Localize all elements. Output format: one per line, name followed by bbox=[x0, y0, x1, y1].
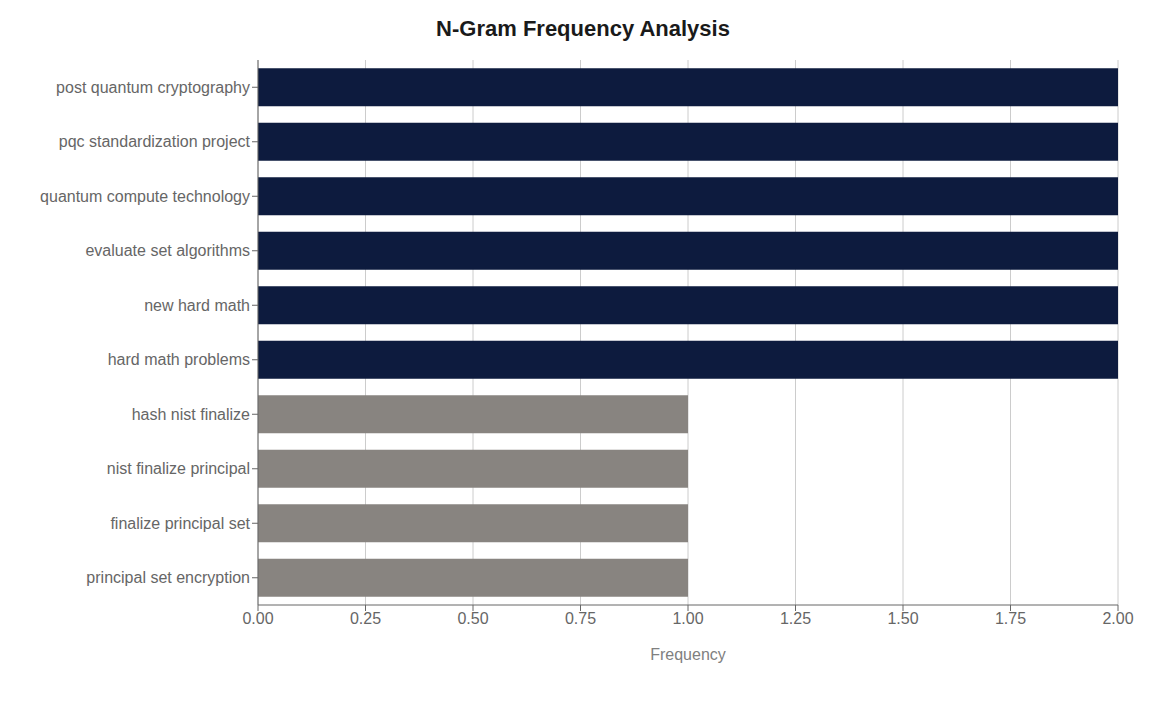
svg-text:0.50: 0.50 bbox=[457, 610, 488, 627]
svg-text:1.50: 1.50 bbox=[887, 610, 918, 627]
svg-text:evaluate set algorithms: evaluate set algorithms bbox=[85, 242, 250, 259]
svg-text:1.75: 1.75 bbox=[995, 610, 1026, 627]
svg-text:pqc standardization project: pqc standardization project bbox=[59, 133, 251, 150]
svg-text:0.75: 0.75 bbox=[565, 610, 596, 627]
html-text:N-Gram Frequency Analysis: N-Gram Frequency Analysis bbox=[436, 16, 730, 41]
svg-text:principal set encryption: principal set encryption bbox=[86, 569, 250, 586]
svg-text:1.25: 1.25 bbox=[780, 610, 811, 627]
svg-text:hard math problems: hard math problems bbox=[108, 351, 250, 368]
svg-text:1.00: 1.00 bbox=[672, 610, 703, 627]
svg-text:0.25: 0.25 bbox=[350, 610, 381, 627]
svg-text:quantum compute technology: quantum compute technology bbox=[40, 188, 250, 205]
svg-text:0.00: 0.00 bbox=[242, 610, 273, 627]
svg-text:2.00: 2.00 bbox=[1102, 610, 1133, 627]
svg-text:new hard math: new hard math bbox=[144, 297, 250, 314]
svg-text:finalize principal set: finalize principal set bbox=[110, 515, 250, 532]
svg-text:post quantum cryptography: post quantum cryptography bbox=[56, 79, 250, 96]
svg-text:Frequency: Frequency bbox=[650, 646, 726, 663]
svg-text:hash nist finalize: hash nist finalize bbox=[132, 406, 250, 423]
svg-text:nist finalize principal: nist finalize principal bbox=[107, 460, 250, 477]
